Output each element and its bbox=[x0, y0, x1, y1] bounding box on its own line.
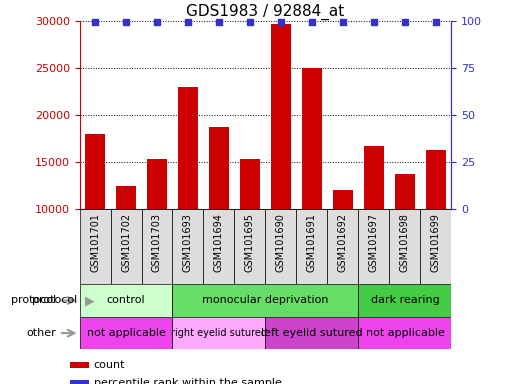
Text: GSM101693: GSM101693 bbox=[183, 213, 193, 272]
Bar bbox=[364, 146, 384, 209]
Text: not applicable: not applicable bbox=[365, 328, 444, 338]
Text: percentile rank within the sample: percentile rank within the sample bbox=[93, 377, 282, 384]
Text: GSM101701: GSM101701 bbox=[90, 213, 100, 272]
Bar bbox=[209, 127, 229, 209]
Bar bbox=[271, 24, 291, 209]
Bar bbox=[80, 284, 172, 317]
Text: GSM101699: GSM101699 bbox=[431, 213, 441, 272]
Bar bbox=[85, 134, 105, 209]
Bar bbox=[333, 190, 353, 209]
Bar bbox=[421, 209, 451, 284]
Point bbox=[432, 19, 440, 25]
Bar bbox=[327, 209, 359, 284]
Bar bbox=[178, 87, 198, 209]
Bar bbox=[359, 284, 451, 317]
Text: protocol: protocol bbox=[32, 295, 77, 306]
Text: GSM101692: GSM101692 bbox=[338, 213, 348, 272]
Bar bbox=[426, 150, 446, 209]
Bar bbox=[80, 209, 110, 284]
Text: GSM101698: GSM101698 bbox=[400, 213, 410, 272]
Bar bbox=[265, 317, 359, 349]
Bar bbox=[240, 159, 260, 209]
Point bbox=[308, 19, 316, 25]
Bar bbox=[359, 317, 451, 349]
Point bbox=[370, 19, 378, 25]
Bar bbox=[147, 159, 167, 209]
Bar bbox=[302, 68, 322, 209]
Point bbox=[339, 19, 347, 25]
Bar bbox=[265, 209, 297, 284]
Bar bbox=[359, 209, 389, 284]
Point bbox=[401, 19, 409, 25]
Bar bbox=[234, 209, 265, 284]
Point bbox=[91, 19, 99, 25]
Bar bbox=[70, 380, 89, 384]
Text: protocol: protocol bbox=[11, 295, 56, 306]
Text: other: other bbox=[27, 328, 56, 338]
Point bbox=[122, 19, 130, 25]
Bar bbox=[142, 209, 172, 284]
Bar bbox=[70, 362, 89, 367]
Text: monocular deprivation: monocular deprivation bbox=[202, 295, 329, 306]
Text: dark rearing: dark rearing bbox=[370, 295, 439, 306]
Text: not applicable: not applicable bbox=[87, 328, 166, 338]
Point bbox=[215, 19, 223, 25]
Bar bbox=[172, 209, 204, 284]
Text: count: count bbox=[93, 360, 125, 370]
Text: GSM101697: GSM101697 bbox=[369, 213, 379, 272]
Bar bbox=[116, 186, 136, 209]
Point bbox=[246, 19, 254, 25]
Text: ▶: ▶ bbox=[77, 294, 94, 307]
Text: GSM101690: GSM101690 bbox=[276, 213, 286, 272]
Text: GSM101702: GSM101702 bbox=[121, 213, 131, 272]
Text: right eyelid sutured: right eyelid sutured bbox=[171, 328, 267, 338]
Title: GDS1983 / 92884_at: GDS1983 / 92884_at bbox=[186, 3, 345, 20]
Bar bbox=[172, 284, 359, 317]
Bar bbox=[389, 209, 421, 284]
Text: GSM101695: GSM101695 bbox=[245, 213, 255, 272]
Bar bbox=[80, 317, 172, 349]
Text: left eyelid sutured: left eyelid sutured bbox=[261, 328, 363, 338]
Text: control: control bbox=[107, 295, 145, 306]
Bar bbox=[395, 174, 415, 209]
Bar bbox=[172, 317, 265, 349]
Point bbox=[184, 19, 192, 25]
Bar bbox=[110, 209, 142, 284]
Text: GSM101694: GSM101694 bbox=[214, 213, 224, 272]
Text: GSM101703: GSM101703 bbox=[152, 213, 162, 272]
Text: GSM101691: GSM101691 bbox=[307, 213, 317, 272]
Bar bbox=[204, 209, 234, 284]
Bar bbox=[297, 209, 327, 284]
Point bbox=[277, 19, 285, 25]
Point bbox=[153, 19, 161, 25]
